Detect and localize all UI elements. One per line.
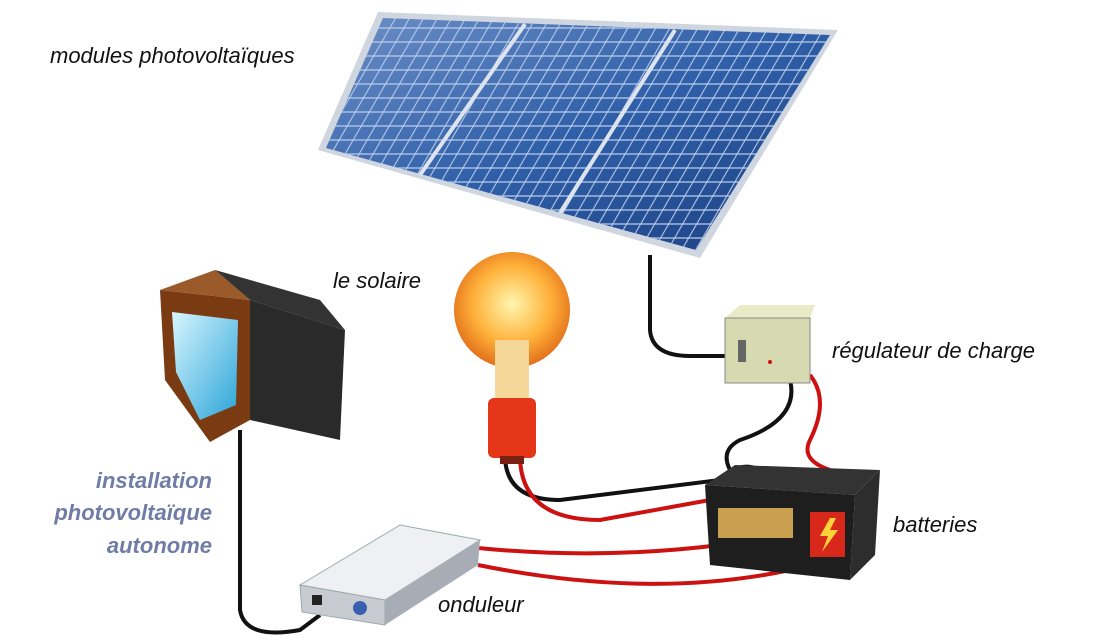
label: modules photovoltaïques [50, 43, 295, 68]
label: le solaire [333, 268, 421, 293]
bulb [454, 252, 570, 464]
label: batteries [893, 512, 977, 537]
battery [705, 465, 880, 580]
caption-line: autonome [107, 533, 212, 558]
caption-line: installation [96, 468, 212, 493]
caption-line: photovoltaïque [53, 500, 212, 525]
diagram: modules photovoltaïques le solaire régul… [0, 0, 1098, 643]
solar-panel [318, 12, 838, 258]
regulator [725, 305, 815, 383]
label: onduleur [438, 592, 525, 617]
tv [160, 270, 345, 442]
label: régulateur de charge [832, 338, 1035, 363]
